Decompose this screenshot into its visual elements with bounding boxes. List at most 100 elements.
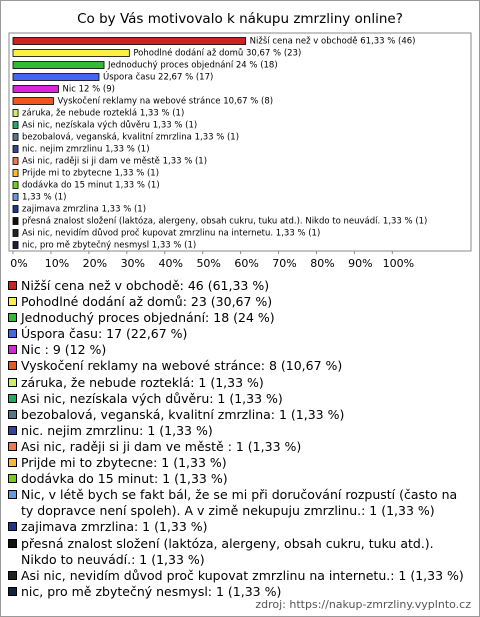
legend-entry: dodávka do 15 minut: 1 (1,33 %): [7, 471, 473, 487]
plot-frame: [8, 32, 472, 252]
source: zdroj: https://nakup-zmrzliny.vyplnto.cz: [255, 598, 471, 611]
legend-swatch: [8, 474, 17, 484]
bar-label: záruka, že nebude rozteklá 1,33 % (1): [22, 109, 184, 119]
legend-entry: Asi nic, nezískala vých důvěru: 1 (1,33 …: [7, 391, 473, 407]
bar-label: přesná znalost složení (laktóza, alergen…: [22, 216, 427, 227]
legend-swatch: [8, 313, 17, 323]
legend-entry: záruka, že nebude rozteklá: 1 (1,33 %): [7, 375, 473, 391]
bar-label: Asi nic, nevidím důvod proč kupovat zmrz…: [22, 228, 320, 239]
legend-swatch: [8, 441, 17, 451]
bar: [12, 109, 19, 117]
legend-swatch: [8, 409, 17, 419]
legend-swatch: [8, 393, 17, 403]
bar: [12, 37, 247, 45]
legend-label: zajimava zmrzlina: 1 (1,33 %): [21, 519, 208, 535]
bar: [12, 133, 19, 141]
legend-label: Úspora času: 17 (22,67 %): [21, 326, 188, 342]
x-tick-label: 90%: [348, 257, 372, 270]
legend-label: bezobalová, veganská, kvalitní zmrzlina:…: [21, 406, 345, 422]
legend-swatch: [8, 377, 17, 387]
x-tick-label: 70%: [272, 257, 296, 270]
legend-swatch: [8, 361, 17, 371]
legend-entry: Nic, v létě bych se fakt bál, že se mi p…: [7, 487, 473, 519]
bar-label: Jednoduchý proces objednání 24 % (18): [107, 61, 278, 71]
bar-label: Pohodlné dodání až domů 30,67 % (23): [133, 48, 301, 59]
legend-swatch: [8, 538, 17, 548]
legend-swatch: [8, 490, 17, 500]
bar: [12, 49, 130, 57]
legend-swatch: [8, 586, 17, 596]
bar-label: Nižší cena než v obchodě 61,33 % (46): [250, 36, 416, 47]
legend-label: Prijde mi to zbytecne: 1 (1,33 %): [21, 455, 227, 471]
bar: [12, 193, 19, 201]
x-tick-label: 50%: [196, 257, 220, 270]
x-tick-label: 10%: [45, 257, 69, 270]
legend-swatch: [8, 281, 17, 290]
legend-label: Nižší cena než v obchodě: 46 (61,33 %): [21, 278, 270, 293]
x-tick-label: 0%: [10, 257, 27, 270]
bar: [12, 61, 105, 69]
x-tick-label: 40%: [159, 257, 183, 270]
legend-swatch: [8, 570, 17, 580]
bar-label: bezobalová, veganská, kvalitní zmrzlina …: [22, 133, 239, 143]
x-tick-label: 20%: [83, 257, 107, 270]
legend-entry: Jednoduchý proces objednání: 18 (24 %): [7, 310, 473, 326]
chart-title: Co by Vás motivovalo k nákupu zmrzliny o…: [77, 11, 403, 27]
legend-label: záruka, že nebude rozteklá: 1 (1,33 %): [21, 374, 264, 390]
bar-label: Nic 12 % (9): [63, 85, 115, 95]
bar-label: zajimava zmrzlina 1,33 % (1): [22, 205, 146, 215]
legend-entry: nic, pro mě zbytečný nesmysl: 1 (1,33 %): [7, 584, 473, 600]
bar: [12, 229, 19, 237]
bar-label: nic. nejim zmrzlinu 1,33 % (1): [22, 145, 150, 155]
legend-swatch: [8, 329, 17, 339]
legend-entry: Vyskočení reklamy na webové stránce: 8 (…: [7, 358, 473, 374]
legend-label: Asi nic, nevidím důvod proč kupovat zmrz…: [21, 567, 464, 583]
bar-label: Úspora času 22,67 % (17): [103, 71, 213, 83]
legend-entry: Pohodlné dodání až domů: 23 (30,67 %): [7, 294, 473, 310]
legend-entry: Asi nic, raději si ji dam ve městě : 1 (…: [7, 439, 473, 455]
bar-label: dodávka do 15 minut 1,33 % (1): [22, 181, 160, 191]
bar: [12, 169, 19, 177]
legend-label: přesná znalost složení (laktóza, alergen…: [21, 535, 434, 567]
bar-label: nic, pro mě zbytečný nesmysl 1,33 % (1): [22, 240, 196, 251]
bar: [12, 121, 19, 129]
bar-label: Prijde mi to zbytecne 1,33 % (1): [22, 169, 159, 179]
legend-entry: zajimava zmrzlina: 1 (1,33 %): [7, 519, 473, 535]
legend-label: Nic : 9 (12 %): [21, 342, 107, 358]
bar: [12, 145, 19, 153]
legend-entry: Asi nic, nevidím důvod proč kupovat zmrz…: [7, 568, 473, 584]
legend-swatch: [8, 345, 17, 355]
legend-label: Asi nic, raději si ji dam ve městě : 1 (…: [21, 438, 302, 454]
bar: [12, 73, 100, 81]
x-tick-label: 80%: [310, 257, 334, 270]
legend-entry: nic. nejim zmrzlinu: 1 (1,33 %): [7, 423, 473, 439]
legend-label: Vyskočení reklamy na webové stránce: 8 (…: [21, 358, 343, 374]
bar-label: 1,33 % (1): [22, 193, 66, 203]
legend-entry: Úspora času: 17 (22,67 %): [7, 326, 473, 342]
legend-label: nic. nejim zmrzlinu: 1 (1,33 %): [21, 422, 213, 438]
legend-entry: Nižší cena než v obchodě: 46 (61,33 %): [7, 278, 473, 294]
legend-label: Jednoduchý proces objednání: 18 (24 %): [21, 310, 275, 326]
x-tick-label: 100%: [383, 257, 414, 270]
bar: [12, 241, 19, 249]
bar: [12, 205, 19, 213]
chart: Co by Vás motivovalo k nákupu zmrzliny o…: [8, 11, 472, 270]
bar: [12, 85, 59, 93]
legend: Nižší cena než v obchodě: 46 (61,33 %) Po…: [7, 278, 473, 600]
bar-label: Asi nic, raději si ji dam ve městě 1,33 …: [22, 157, 207, 167]
bar-label: Vyskočení reklamy na webové stránce 10,6…: [57, 96, 273, 107]
legend-swatch: [8, 522, 17, 532]
bar: [12, 157, 19, 165]
legend-label: Nic, v létě bych se fakt bál, že se mi p…: [21, 487, 458, 519]
legend-label: dodávka do 15 minut: 1 (1,33 %): [21, 471, 228, 487]
legend-label: nic, pro mě zbytečný nesmysl: 1 (1,33 %): [21, 583, 282, 599]
legend-swatch: [8, 458, 17, 468]
legend-entry: bezobalová, veganská, kvalitní zmrzlina:…: [7, 407, 473, 423]
legend-entry: Nic : 9 (12 %): [7, 342, 473, 358]
bar: [12, 181, 19, 189]
legend-entry: přesná znalost složení (laktóza, alergen…: [7, 536, 473, 568]
bar: [12, 217, 19, 225]
x-tick-label: 60%: [234, 257, 258, 270]
bar-label: Asi nic, nezískala vých důvěru 1,33 % (1…: [22, 120, 197, 131]
